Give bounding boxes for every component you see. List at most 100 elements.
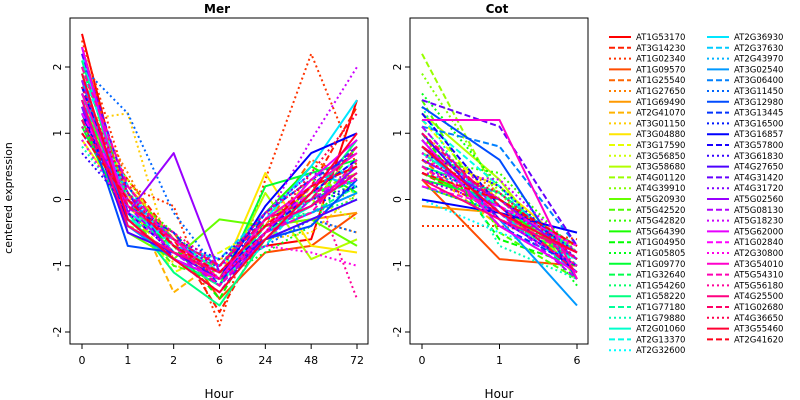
legend-label-at1g69490: AT1G69490 [636, 98, 685, 108]
legend-label-at5g42820: AT5G42820 [636, 217, 685, 227]
y-tick-label-mer: 2 [51, 64, 64, 71]
legend-label-at5g54310: AT5G54310 [734, 271, 783, 281]
series-line-mer-at4g36650 [81, 86, 358, 280]
series-line-cot-at3g06400 [421, 125, 578, 247]
x-tick-label-cot: 6 [574, 354, 581, 367]
legend-label-at4g36650: AT4G36650 [734, 314, 783, 324]
legend-label-at3g06400: AT3G06400 [734, 76, 783, 86]
legend-label-at2g41070: AT2G41070 [636, 109, 685, 119]
series-line-cot-at2g41620 [421, 172, 578, 247]
series-line-mer-at5g54310 [81, 66, 358, 287]
legend-label-at1g79880: AT1G79880 [636, 314, 685, 324]
legend-label-at1g32640: AT1G32640 [636, 271, 685, 281]
y-axis-mer: -2 -1 0 1 2 [51, 64, 70, 338]
legend-label-at2g36930: AT2G36930 [734, 33, 783, 43]
legend-label-at4g31720: AT4G31720 [734, 184, 783, 194]
legend-label-at1g09570: AT1G09570 [636, 65, 685, 75]
y-tick-label-mer: -2 [51, 327, 64, 338]
x-axis-label-mer: Hour [205, 387, 234, 400]
legend-label-at3g58680: AT3G58680 [636, 163, 685, 173]
legend-label-at1g02680: AT1G02680 [734, 303, 783, 313]
legend-label-at1g58220: AT1G58220 [636, 292, 685, 302]
legend-label-at3g55460: AT3G55460 [734, 325, 783, 335]
panel-title-cot: Cot [486, 2, 509, 16]
series-line-cot-at1g32640 [421, 145, 578, 260]
legend-label-at5g42520: AT5G42520 [636, 206, 685, 216]
series-line-cot-at1g02340 [422, 225, 578, 241]
x-tick-label-cot: 0 [419, 354, 426, 367]
series-lines-cot [421, 53, 578, 307]
legend-label-at5g20930: AT5G20930 [636, 195, 685, 205]
series-line-cot-at4g31720 [421, 178, 578, 254]
legend-label-at2g32600: AT2G32600 [636, 346, 685, 356]
y-tick-label-cot: 2 [391, 64, 404, 71]
x-axis-cot: 0 1 6 [419, 344, 581, 367]
legend-label-at3g04880: AT3G04880 [636, 130, 685, 140]
legend-label-at5g62000: AT5G62000 [734, 227, 783, 237]
x-axis-label-cot: Hour [485, 387, 514, 400]
legend-label-at3g54010: AT3G54010 [734, 260, 783, 270]
x-tick-label-mer: 24 [258, 354, 272, 367]
y-tick-label-cot: 0 [391, 196, 404, 203]
legend-label-at5g56180: AT5G56180 [734, 281, 783, 291]
series-line-cot-at1g27650 [421, 139, 578, 254]
legend-label-at1g09770: AT1G09770 [636, 260, 685, 270]
y-tick-label-cot: -1 [391, 260, 404, 271]
legend-label-at1g04950: AT1G04950 [636, 238, 685, 248]
legend-label-at3g14230: AT3G14230 [636, 44, 685, 54]
series-line-cot-at4g31420 [421, 99, 578, 247]
panel-mer: Mer -2 -1 0 1 2 0 1 2 6 24 48 72 Hour [51, 2, 369, 400]
series-line-cot-at1g79880 [421, 106, 578, 280]
legend-label-at5g64390: AT5G64390 [636, 227, 685, 237]
legend-label-at3g02540: AT3G02540 [734, 65, 783, 75]
series-line-cot-at5g18230 [421, 172, 578, 254]
x-tick-label-mer: 1 [124, 354, 131, 367]
x-tick-label-mer: 6 [216, 354, 223, 367]
legend-label-at1g53170: AT1G53170 [636, 33, 685, 43]
series-lines-mer [81, 33, 358, 327]
panel-title-mer: Mer [204, 2, 230, 16]
legend-label-at3g57800: AT3G57800 [734, 141, 783, 151]
legend-label-at1g25540: AT1G25540 [636, 76, 685, 86]
series-line-cot-at5g42520 [421, 99, 578, 280]
legend-label-at4g25500: AT4G25500 [734, 292, 783, 302]
series-line-cot-at5g56180 [421, 145, 578, 267]
legend-label-at5g02560: AT5G02560 [734, 195, 783, 205]
legend-label-at3g01150: AT3G01150 [636, 119, 685, 129]
series-line-mer-at1g02680 [81, 119, 358, 267]
legend-label-at2g01060: AT2G01060 [636, 325, 685, 335]
series-line-cot-at4g25500 [421, 178, 578, 254]
legend-label-at2g13370: AT2G13370 [636, 335, 685, 345]
legend-label-at4g39910: AT4G39910 [636, 184, 685, 194]
legend-label-at3g13445: AT3G13445 [734, 109, 783, 119]
y-axis-label: centered expression [2, 142, 15, 254]
legend-label-at4g27650: AT4G27650 [734, 163, 783, 173]
legend-label-at3g16500: AT3G16500 [734, 119, 783, 129]
x-tick-label-mer: 48 [304, 354, 318, 367]
series-line-cot-at1g02840 [421, 185, 578, 247]
series-line-cot-at3g54010 [422, 119, 578, 280]
series-line-cot-at1g02680 [421, 132, 578, 274]
legend-label-at3g11450: AT3G11450 [734, 87, 783, 97]
series-line-cot-at3g61830 [421, 152, 578, 260]
series-line-mer-at5g56180 [81, 126, 358, 300]
legend-label-at3g61830: AT3G61830 [734, 152, 783, 162]
legend-label-at1g05805: AT1G05805 [636, 249, 685, 259]
series-line-mer-at2g30800 [81, 139, 358, 267]
legend-label-at1g02840: AT1G02840 [734, 238, 783, 248]
y-tick-label-cot: 1 [391, 130, 404, 137]
series-line-mer-at1g27650 [81, 93, 358, 280]
series-line-mer-at3g55460 [81, 73, 358, 294]
x-tick-label-mer: 72 [350, 354, 364, 367]
series-line-mer-at2g41620 [81, 132, 358, 274]
legend-label-at3g16857: AT3G16857 [734, 130, 783, 140]
legend-label-at2g30800: AT2G30800 [734, 249, 783, 259]
legend-label-at2g37630: AT2G37630 [734, 44, 783, 54]
x-tick-label-mer: 0 [79, 354, 86, 367]
legend-label-at2g43970: AT2G43970 [734, 55, 783, 65]
legend-label-at5g08130: AT5G08130 [734, 206, 783, 216]
y-tick-label-mer: 1 [51, 130, 64, 137]
series-line-mer-at1g02340 [81, 40, 358, 327]
panel-cot: Cot -2 -1 0 1 2 0 1 6 Hour [391, 2, 589, 400]
y-tick-label-mer: -1 [51, 260, 64, 271]
